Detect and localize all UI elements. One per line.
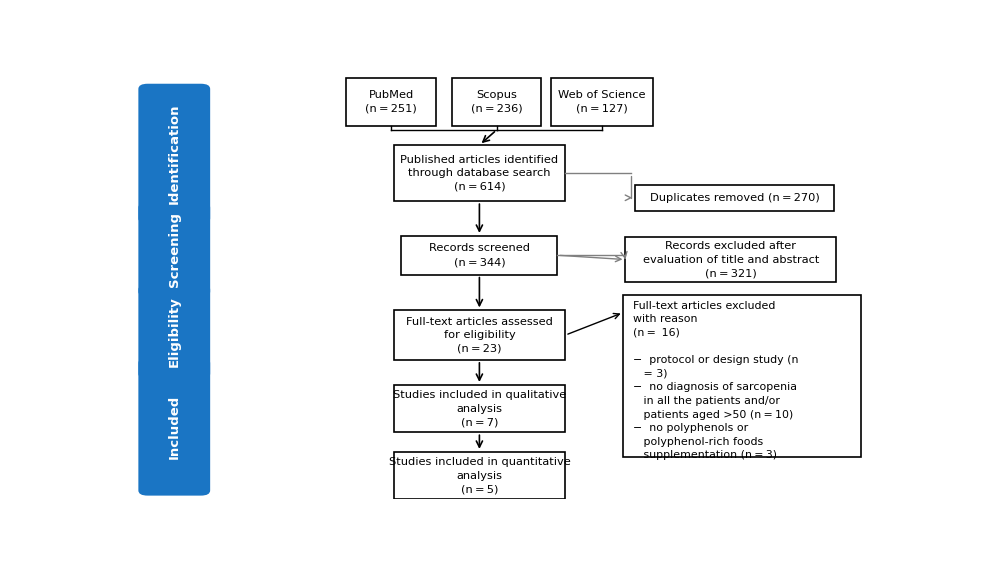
Text: Eligibility: Eligibility <box>168 296 181 367</box>
Text: Full-text articles assessed
for eligibility
(n = 23): Full-text articles assessed for eligibil… <box>406 316 553 354</box>
Bar <box>452 78 542 126</box>
FancyBboxPatch shape <box>138 84 210 224</box>
Text: Records excluded after
evaluation of title and abstract
(n = 321): Records excluded after evaluation of tit… <box>642 241 819 278</box>
Bar <box>394 385 565 433</box>
FancyBboxPatch shape <box>138 203 210 297</box>
Text: Published articles identified
through database search
(n = 614): Published articles identified through da… <box>401 154 559 192</box>
Text: Duplicates removed (n = 270): Duplicates removed (n = 270) <box>650 193 820 203</box>
Bar <box>625 237 836 282</box>
Bar <box>394 145 565 201</box>
FancyBboxPatch shape <box>138 284 210 379</box>
Text: Screening: Screening <box>168 212 181 287</box>
Text: Records screened
(n = 344): Records screened (n = 344) <box>429 243 530 267</box>
Text: Included: Included <box>168 394 181 459</box>
Bar <box>551 78 653 126</box>
Text: Scopus
(n = 236): Scopus (n = 236) <box>470 90 523 114</box>
Bar <box>623 295 861 457</box>
FancyBboxPatch shape <box>138 358 210 495</box>
Bar <box>394 310 565 360</box>
Bar <box>402 236 558 275</box>
Text: Web of Science
(n = 127): Web of Science (n = 127) <box>558 90 645 114</box>
Text: Full-text articles excluded
with reason
(n =  16)

−  protocol or design study (: Full-text articles excluded with reason … <box>632 301 799 461</box>
Bar <box>394 452 565 499</box>
Text: Studies included in quantitative
analysis
(n = 5): Studies included in quantitative analysi… <box>389 457 570 494</box>
Bar <box>346 78 436 126</box>
Text: PubMed
(n = 251): PubMed (n = 251) <box>366 90 417 114</box>
Bar <box>635 185 834 211</box>
Text: Identification: Identification <box>168 103 181 204</box>
Text: Studies included in qualitative
analysis
(n = 7): Studies included in qualitative analysis… <box>393 390 566 427</box>
